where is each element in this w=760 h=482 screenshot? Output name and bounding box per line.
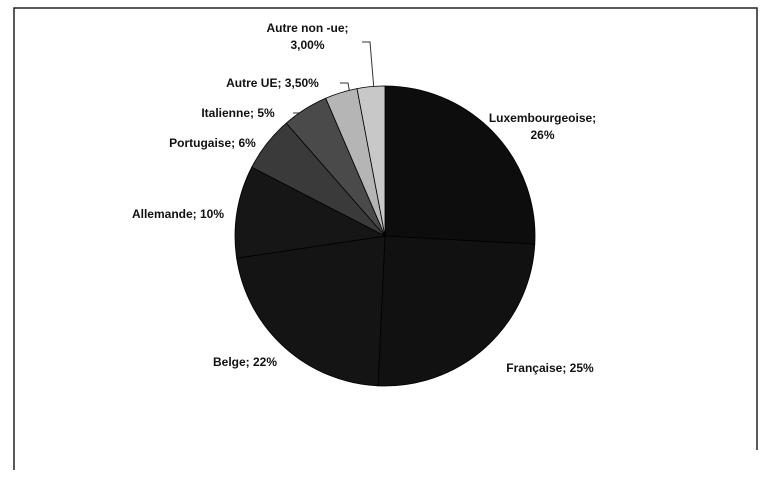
pie-slice [384,85,536,245]
slice-label: Autre UE; 3,50% [226,76,319,90]
pie-slice [234,166,387,259]
slice-label: Française; 25% [506,361,594,375]
leader-line [362,41,375,91]
slice-label: Autre non -ue; 3,00% [266,21,349,52]
pie [234,85,536,387]
slice-label: Belge; 22% [212,355,278,369]
pie-slice [356,85,386,237]
pie-slice [377,235,536,387]
pie-slice [236,235,386,387]
slice-label: Allemande; 10% [131,207,225,221]
frame [13,7,758,470]
slice-label: Portugaise; 6% [169,136,256,150]
slice-label: Luxembourgeoise; 26% [488,111,597,142]
slice-label: Italienne; 5% [201,106,275,120]
